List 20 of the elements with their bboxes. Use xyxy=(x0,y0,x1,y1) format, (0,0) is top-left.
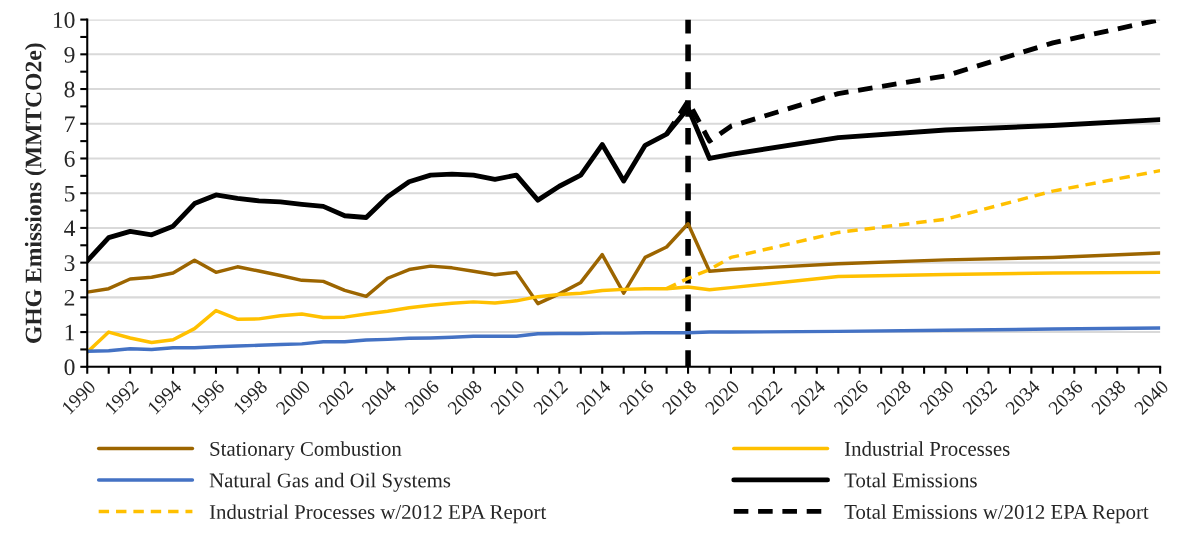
line-series xyxy=(87,222,1161,306)
y-tick-label: 9 xyxy=(64,46,75,63)
y-tick-label: 1 xyxy=(65,324,75,341)
legend-label: Total Emissions w/2012 EPA Report xyxy=(844,504,1149,524)
y-tick-label: 8 xyxy=(64,81,75,98)
legend-label: Natural Gas and Oil Systems xyxy=(209,472,451,492)
y-tick-label: 7 xyxy=(65,116,75,132)
y-tick-label: 2 xyxy=(64,289,75,306)
y-axis-title: GHG Emissions (MMTCO2e) xyxy=(24,43,47,343)
line-series xyxy=(87,326,1161,353)
y-tick-label: 5 xyxy=(65,185,75,202)
legend-label: Industrial Processes xyxy=(844,441,1010,456)
y-tick-label: 4 xyxy=(64,220,76,237)
y-tick-label: 3 xyxy=(64,255,75,272)
y-tick-label: 6 xyxy=(64,151,75,167)
legend-label: Total Emissions xyxy=(844,472,977,488)
y-tick-label: 10 xyxy=(53,12,75,29)
legend-label: Stationary Combustion xyxy=(210,441,402,461)
legend-label: Industrial Processes w/2012 EPA Report xyxy=(209,504,547,524)
y-tick-label: 0 xyxy=(64,359,75,376)
